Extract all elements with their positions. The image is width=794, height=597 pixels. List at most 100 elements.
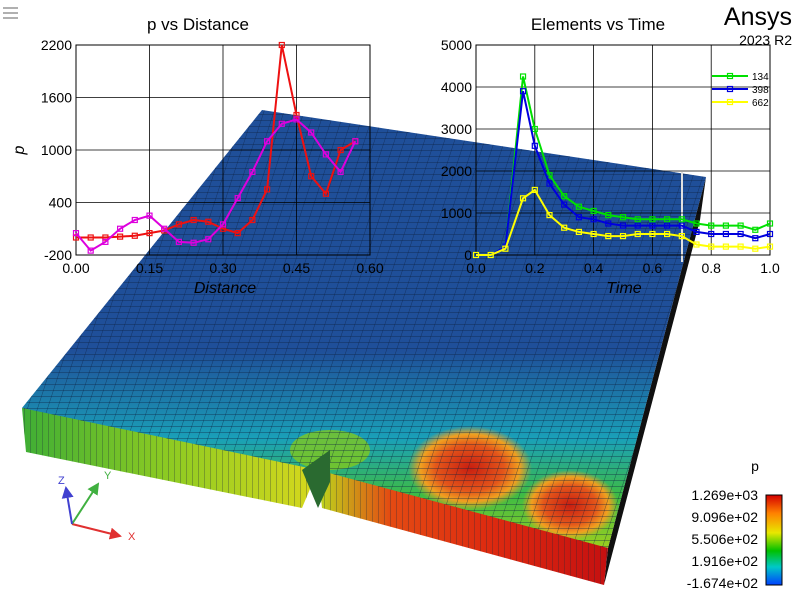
legend-level: 9.096e+02	[691, 509, 758, 525]
model-right-face	[604, 177, 706, 585]
data-point	[575, 214, 583, 221]
model-front-right-mesh	[318, 470, 608, 585]
data-point	[619, 233, 627, 240]
data-point	[249, 216, 256, 224]
hamburger-menu-icon[interactable]	[3, 7, 18, 19]
x-axis-label: Time	[606, 280, 642, 297]
data-point	[219, 225, 227, 232]
x-tick-label: 0.00	[62, 260, 89, 276]
y-tick-label: 5000	[441, 37, 472, 53]
chart-p-vs-distance[interactable]: p vs Distance 0.00 0.15 0.30 0.45 0.60 -200 40…	[11, 15, 384, 297]
data-point	[708, 243, 715, 250]
legend-level: 5.506e+02	[691, 531, 758, 547]
data-point	[102, 234, 109, 241]
data-point	[146, 212, 153, 219]
data-point	[205, 218, 212, 225]
series-line	[476, 76, 771, 256]
legend-level: 1.916e+02	[691, 553, 758, 569]
chart-elements-vs-time[interactable]: Elements vs Time 0.0 0.2 0.4 0.6 0.8 1.0 0 1000…	[441, 15, 780, 297]
data-point	[649, 222, 656, 229]
mesh-model[interactable]	[22, 110, 706, 585]
data-point	[766, 243, 774, 250]
data-point	[708, 230, 715, 238]
data-point	[308, 173, 315, 180]
data-point	[175, 221, 182, 228]
chart-series	[72, 41, 359, 254]
legend-marker	[726, 98, 734, 106]
model-front-left-mesh	[22, 408, 318, 508]
ansys-logo: Ansys	[724, 3, 792, 31]
data-point	[190, 216, 197, 224]
data-point	[619, 214, 627, 221]
data-point	[722, 222, 730, 229]
data-point	[634, 230, 641, 238]
data-point	[752, 235, 759, 242]
data-point	[87, 247, 94, 254]
data-point	[649, 230, 656, 238]
data-point	[693, 220, 700, 227]
data-point	[605, 233, 612, 240]
data-point	[487, 251, 494, 259]
data-point	[146, 230, 153, 237]
x-axis-letter: X	[128, 531, 136, 543]
chart-ticks: 0.00 0.15 0.30 0.45 0.60 -200 400 1000 1600 2200	[41, 37, 384, 276]
legend-entry: 398	[752, 85, 769, 96]
data-point	[322, 190, 329, 197]
data-point	[337, 146, 344, 154]
legend-colorbar	[765, 494, 783, 586]
x-tick-label: 0.2	[525, 260, 545, 276]
axis-triad[interactable]: X Y Z	[58, 470, 136, 543]
data-point	[116, 233, 124, 240]
data-point	[619, 222, 627, 229]
y-axis-arrow	[71, 482, 100, 525]
data-point	[264, 186, 271, 193]
series-line	[476, 188, 771, 256]
data-point	[575, 203, 583, 210]
x-axis-arrow	[71, 523, 122, 540]
data-point	[737, 230, 744, 238]
data-point	[72, 230, 80, 237]
data-point	[278, 120, 285, 127]
y-tick-label: 4000	[441, 79, 472, 95]
data-point	[234, 230, 241, 237]
data-point	[575, 228, 583, 235]
data-point	[546, 180, 553, 187]
data-point	[561, 224, 568, 231]
data-point	[293, 116, 300, 123]
data-point	[531, 125, 538, 133]
y-tick-label: 0	[464, 247, 472, 263]
data-point	[116, 225, 124, 232]
data-point	[308, 129, 315, 136]
chart-grid	[75, 44, 371, 256]
data-point	[264, 138, 271, 145]
x-tick-label: 0.45	[283, 260, 310, 276]
data-point	[102, 238, 109, 245]
z-axis-letter: Z	[58, 475, 65, 487]
x-tick-label: 0.30	[209, 260, 236, 276]
legend-entry: 134	[752, 72, 769, 83]
model-notch	[302, 450, 330, 508]
y-axis-label: p	[11, 145, 28, 155]
data-point	[131, 216, 138, 224]
x-tick-label: 0.6	[643, 260, 663, 276]
chart-legend: 134 398 662	[712, 72, 769, 109]
data-point	[502, 245, 509, 252]
version-label: 2023 R2	[739, 32, 792, 48]
legend-entry: 662	[752, 98, 769, 109]
y-tick-label: 3000	[441, 121, 472, 137]
data-point	[131, 232, 138, 239]
y-axis-letter: Y	[104, 470, 112, 482]
y-tick-label: 2200	[41, 37, 72, 53]
chart-series	[472, 73, 774, 259]
x-tick-label: 1.0	[760, 260, 780, 276]
legend-level: 1.269e+03	[691, 487, 758, 503]
data-point	[766, 220, 774, 227]
color-legend: p 1.269e+03 9.096e+02 5.506e+02 1.916e+0…	[687, 458, 783, 591]
data-point	[531, 142, 538, 149]
x-tick-label: 0.60	[356, 260, 383, 276]
y-tick-label: -200	[44, 247, 72, 263]
data-point	[649, 216, 656, 223]
y-tick-label: 1600	[41, 90, 72, 106]
data-point	[752, 245, 759, 252]
